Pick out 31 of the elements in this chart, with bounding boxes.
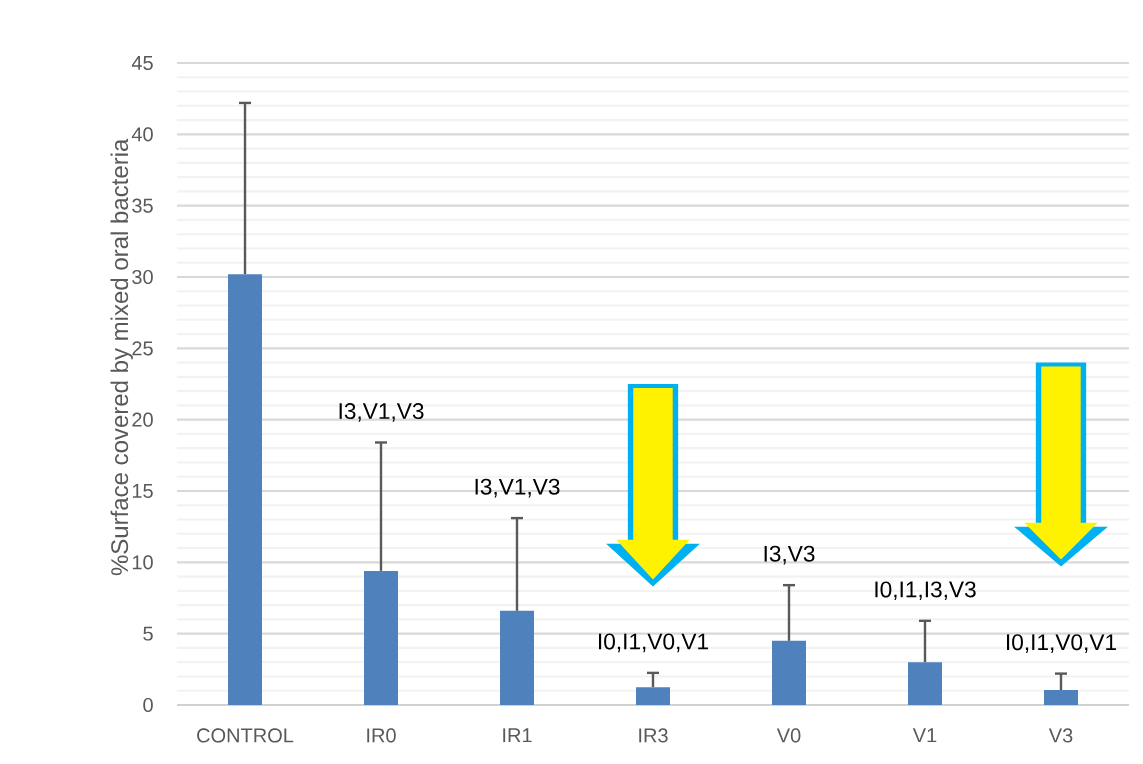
y-tick-label: 35 <box>132 198 153 213</box>
bar <box>228 274 262 705</box>
x-tick-label: IR0 <box>367 728 396 743</box>
bar <box>907 662 942 705</box>
x-tick-label: IR1 <box>503 728 532 743</box>
annotation: I3,V3 <box>764 545 815 565</box>
annotation: I0,I1,V0,V1 <box>1007 634 1116 653</box>
bar <box>636 687 670 705</box>
y-tick-label: 45 <box>131 56 153 70</box>
annotation: I3,V1,V3 <box>339 403 424 422</box>
y-tick-label: 20 <box>132 412 153 427</box>
annotation: I3,V1,V3 <box>475 478 560 498</box>
annotation: I0,I1,I3,V3 <box>875 581 976 601</box>
y-tick-label: 10 <box>132 555 153 570</box>
bar <box>772 640 806 705</box>
x-tick-label: IR3 <box>639 728 668 743</box>
y-tick-label: 5 <box>143 626 153 641</box>
x-tick-label: V3 <box>1048 728 1073 743</box>
x-tick-label: V1 <box>912 728 937 743</box>
y-tick-label: 30 <box>132 269 153 285</box>
bar <box>364 570 398 705</box>
x-tick-label: CONTROL <box>197 728 294 743</box>
y-tick-label: 40 <box>131 127 153 142</box>
bar <box>1043 690 1078 705</box>
y-axis-title: %Surface covered by mixed oral bacteria <box>110 138 133 576</box>
bar <box>500 610 534 705</box>
annotation: I0,I1,V0,V1 <box>599 633 708 653</box>
y-tick-label: 0 <box>143 697 153 713</box>
x-tick-label: V0 <box>776 728 801 743</box>
y-tick-label: 15 <box>132 484 153 498</box>
y-tick-label: 25 <box>132 341 153 356</box>
